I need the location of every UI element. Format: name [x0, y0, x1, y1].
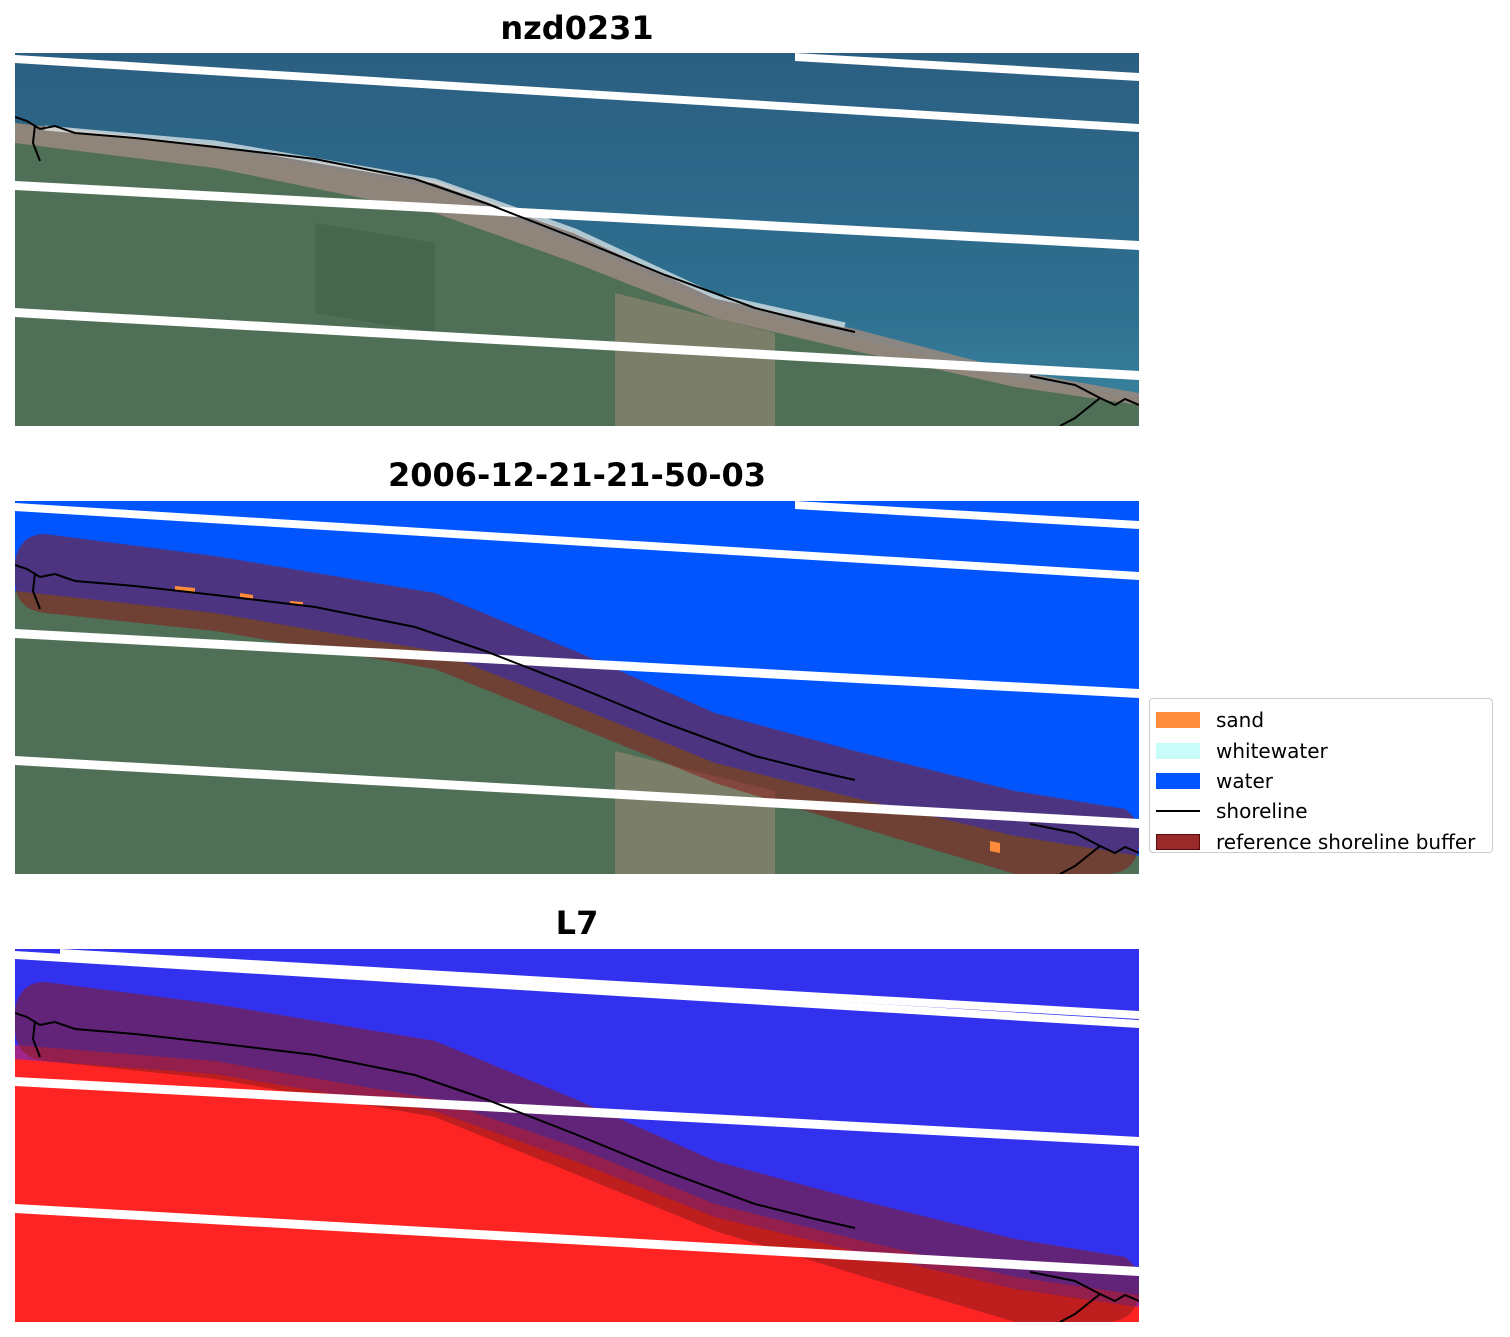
- legend-label: whitewater: [1216, 738, 1328, 763]
- beach-strip: [15, 123, 1139, 405]
- shoreline: [15, 1012, 1139, 1322]
- scanline-gaps: [15, 501, 1139, 828]
- field-patch: [315, 223, 435, 333]
- legend-item-reference-shoreline-buffer: reference shoreline buffer: [1156, 827, 1486, 857]
- legend-label: water: [1216, 768, 1273, 793]
- panel-title-classification: 2006-12-21-21-50-03: [387, 456, 767, 494]
- shoreline: [15, 116, 1139, 426]
- legend: sand whitewater water shoreline referenc…: [1149, 698, 1493, 854]
- rgb-image-panel: [15, 53, 1139, 426]
- legend-label: shoreline: [1216, 799, 1308, 824]
- legend-item-sand: sand: [1156, 705, 1486, 735]
- scanline-gaps: [15, 53, 1139, 380]
- field-patch: [615, 293, 775, 426]
- shoreline-line-swatch: [1156, 810, 1200, 813]
- legend-item-shoreline: shoreline: [1156, 796, 1486, 826]
- panel-title-rgb: nzd0231: [500, 9, 654, 47]
- legend-item-water: water: [1156, 766, 1486, 796]
- whitewater-swatch: [1156, 742, 1200, 759]
- panel-title-ndwi: L7: [555, 904, 599, 942]
- water-swatch: [1156, 772, 1200, 789]
- sand-swatch: [1156, 712, 1200, 729]
- shoreline: [15, 564, 1139, 874]
- legend-item-whitewater: whitewater: [1156, 735, 1486, 765]
- reference-shoreline-buffer: [15, 534, 1139, 874]
- legend-label: reference shoreline buffer: [1216, 829, 1476, 854]
- legend-label: sand: [1216, 708, 1265, 733]
- reference-shoreline-buffer: [15, 982, 1139, 1322]
- buffer-swatch: [1156, 833, 1200, 850]
- classification-panel: [15, 501, 1139, 874]
- ndwi-panel: [15, 949, 1139, 1322]
- scanline-gaps: [15, 949, 1139, 1276]
